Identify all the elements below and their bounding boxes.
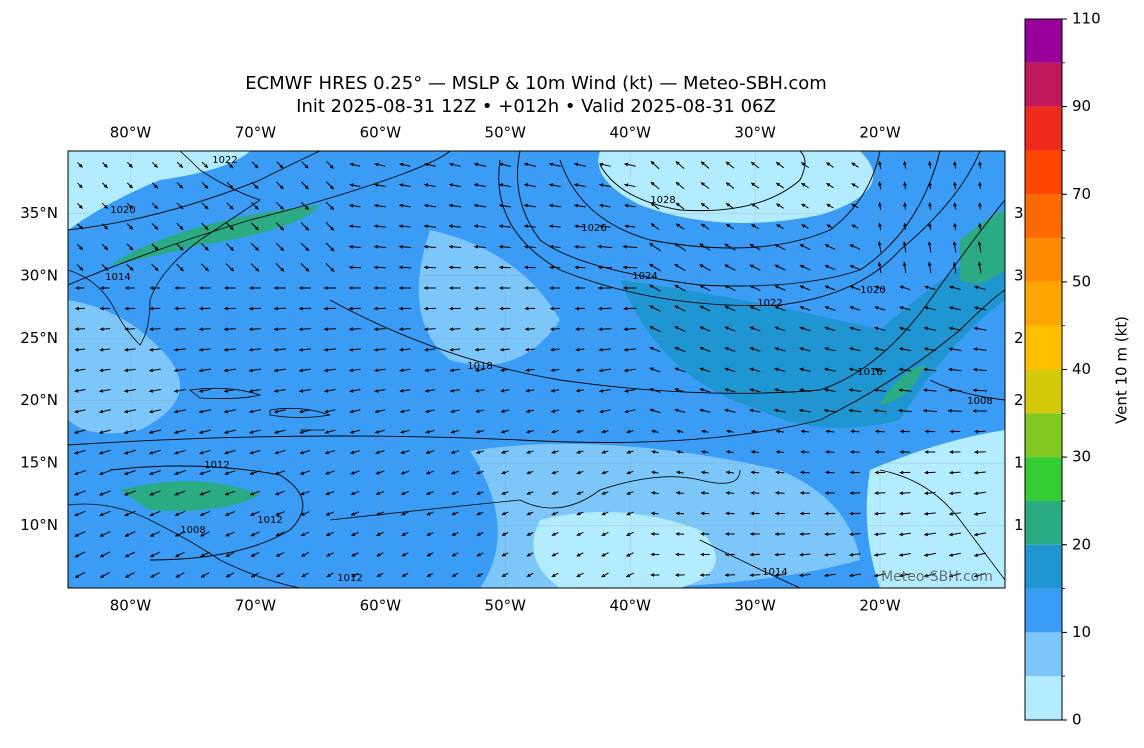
colorbar-tick-label: 90 [1072,97,1091,115]
colorbar-segment [1025,632,1062,676]
isobar-label: 1018 [467,361,492,372]
lon-label-top: 50°W [485,124,527,142]
colorbar-segment [1025,501,1062,545]
lon-label-bottom: 50°W [485,597,527,615]
colorbar-segment [1025,413,1062,457]
lon-label-bottom: 80°W [110,597,152,615]
lon-label-bottom: 30°W [734,597,776,615]
lon-label-top: 40°W [609,124,651,142]
colorbar-label: Vent 10 m (kt) [1113,316,1131,424]
lon-label-bottom: 60°W [360,597,402,615]
colorbar-segment [1025,589,1062,633]
colorbar-segment [1025,282,1062,326]
isobar-label: 1024 [632,271,657,282]
lat-label: 25°N [20,329,58,347]
colorbar-segment [1025,545,1062,589]
colorbar-tick-label: 110 [1072,10,1101,28]
isobar-label: 1020 [860,285,885,296]
isobar-label: 1008 [967,396,992,407]
isobar-label: 1022 [212,155,237,166]
lat-label-right: 1 [1014,516,1024,534]
isobar-label: 1016 [857,367,882,378]
lon-label-top: 20°W [859,124,901,142]
colorbar-tick-label: 50 [1072,272,1091,290]
lon-label-bottom: 20°W [859,597,901,615]
colorbar-segment [1025,63,1062,107]
lon-label-bottom: 40°W [609,597,651,615]
lon-label-top: 70°W [235,124,277,142]
colorbar-segment [1025,107,1062,151]
lat-label: 10°N [20,516,58,534]
colorbar-tick-label: 30 [1072,448,1091,466]
isobar-label: 1020 [110,205,135,216]
colorbar-segment [1025,238,1062,282]
lat-label-right: 3 [1014,204,1024,222]
colorbar-segment [1025,370,1062,414]
isobar-label: 1014 [105,272,130,283]
isobar-label: 1012 [204,460,229,471]
lat-label-right: 2 [1014,329,1024,347]
isobar-label: 1028 [650,195,675,206]
isobar-label: 1012 [257,515,282,526]
lat-label: 20°N [20,391,58,409]
lat-label-right: 2 [1014,391,1024,409]
watermark: Meteo-SBH.com [881,569,993,585]
lon-label-top: 80°W [110,124,152,142]
colorbar-segment [1025,150,1062,194]
colorbar-segment [1025,457,1062,501]
colorbar-tick-label: 40 [1072,360,1091,378]
map-area: 1020 1014 1022 1028 1026 1024 1022 1020 1018 1016… [68,151,1005,588]
lon-label-bottom: 70°W [235,597,277,615]
colorbar-segment [1025,326,1062,370]
lat-label-right: 1 [1014,454,1024,472]
colorbar-segment [1025,676,1062,720]
lat-label-right: 3 [1014,266,1024,284]
colorbar-tick-label: 10 [1072,623,1091,641]
isobar-label: 1008 [180,525,205,536]
colorbar-tick-label: 0 [1072,711,1082,729]
colorbar: 0 10 20 30 40 50 70 90 110 [1025,10,1101,729]
lat-label: 35°N [20,204,58,222]
lon-label-top: 30°W [734,124,776,142]
isobar-label: 1022 [757,298,782,309]
lat-label: 30°N [20,266,58,284]
lon-label-top: 60°W [360,124,402,142]
subtitle: Init 2025-08-31 12Z • +012h • Valid 2025… [296,96,776,117]
isobar-label: 1026 [581,223,606,234]
isobar-label: 1014 [762,567,787,578]
title: ECMWF HRES 0.25° — MSLP & 10m Wind (kt) … [245,73,827,94]
colorbar-tick-label: 20 [1072,535,1091,553]
lat-label: 15°N [20,454,58,472]
colorbar-segment [1025,194,1062,238]
colorbar-segment [1025,19,1062,63]
colorbar-tick-label: 70 [1072,185,1091,203]
isobar-label: 1012 [337,573,362,584]
